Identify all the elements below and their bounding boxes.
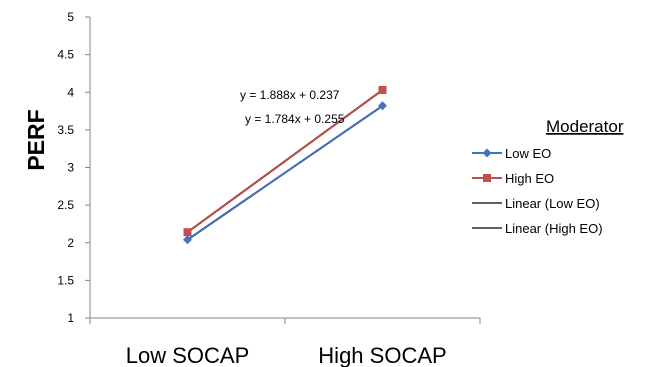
legend-low-eo-label: Low EO [505, 146, 551, 161]
data-point-square [183, 228, 192, 237]
x-category-label: High SOCAP [318, 343, 446, 367]
data-series [183, 85, 387, 245]
legend-title: Moderator [546, 117, 624, 136]
y-tick-label: 1.5 [57, 273, 74, 287]
y-tick-label: 2.5 [57, 198, 74, 212]
legend-high-eo-label: High EO [505, 171, 554, 186]
legend: Moderator Low EO High EO Linear (Low EO) Li… [472, 117, 624, 236]
x-category-label: Low SOCAP [126, 343, 250, 367]
series-line [187, 89, 383, 233]
axes: 1 1.5 2 2.5 3 3.5 4 4.5 5 Low SOCAP High SOCAP [57, 10, 481, 367]
data-point-diamond [378, 101, 387, 111]
data-point-diamond [183, 235, 192, 245]
legend-linear-high-eo-label: Linear (High EO) [505, 221, 603, 236]
series-line [187, 105, 383, 241]
legend-high-eo-marker [483, 174, 491, 182]
y-tick-label: 3 [67, 161, 74, 175]
equation-low-eo: y = 1.784x + 0.255 [245, 112, 345, 126]
legend-linear-low-eo-label: Linear (Low EO) [505, 196, 600, 211]
y-tick-label: 4 [67, 85, 74, 99]
y-tick-label: 4.5 [57, 48, 74, 62]
equation-high-eo: y = 1.888x + 0.237 [240, 88, 340, 102]
y-tick-label: 5 [67, 10, 74, 24]
y-tick-label: 3.5 [57, 123, 74, 137]
y-axis-label: PERF [23, 109, 49, 170]
y-tick-label: 2 [67, 236, 74, 250]
data-point-square [378, 85, 387, 94]
y-tick-label: 1 [67, 311, 74, 325]
legend-low-eo-marker [482, 148, 492, 158]
